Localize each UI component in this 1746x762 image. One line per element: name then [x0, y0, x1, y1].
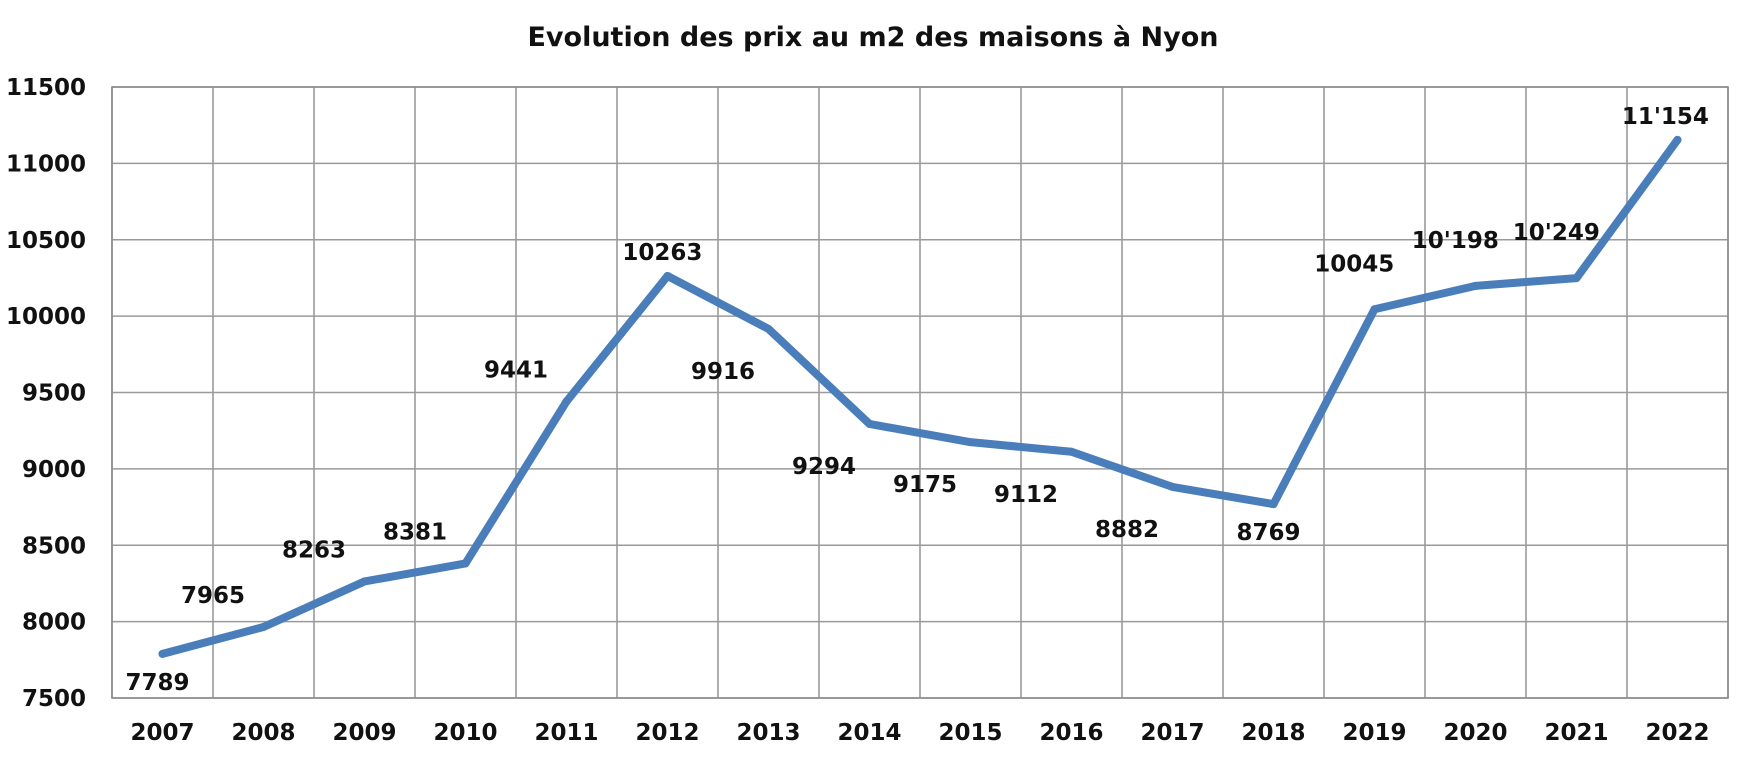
chart-title: Evolution des prix au m2 des maisons à N…	[527, 22, 1218, 53]
plot-area-border	[111, 86, 1729, 699]
data-label: 8769	[1236, 520, 1300, 546]
x-tick-label: 2017	[1140, 720, 1204, 746]
data-point	[764, 324, 773, 333]
data-label: 8263	[282, 537, 346, 563]
x-tick-label: 2014	[837, 720, 901, 746]
grid	[111, 86, 1729, 699]
data-point	[461, 559, 470, 568]
y-tick-label: 9500	[22, 381, 86, 407]
data-label: 10'198	[1412, 228, 1499, 254]
y-tick-label: 8500	[22, 533, 86, 559]
series-layer	[158, 135, 1682, 658]
data-point	[1572, 274, 1581, 283]
x-tick-label: 2021	[1544, 720, 1608, 746]
data-label: 10'249	[1513, 220, 1600, 246]
data-point	[1370, 305, 1379, 314]
x-tick-label: 2020	[1443, 720, 1507, 746]
y-tick-label: 10500	[6, 228, 86, 254]
data-point	[1269, 500, 1278, 509]
data-label: 9294	[792, 454, 856, 480]
y-tick-label: 10000	[6, 304, 86, 330]
data-label: 10263	[622, 240, 702, 266]
y-tick-label: 7500	[22, 686, 86, 712]
x-tick-label: 2007	[130, 720, 194, 746]
data-label: 9175	[893, 472, 957, 498]
x-tick-label: 2015	[938, 720, 1002, 746]
data-label: 11'154	[1622, 104, 1709, 130]
x-tick-label: 2008	[231, 720, 295, 746]
data-point	[562, 397, 571, 406]
data-point	[865, 419, 874, 428]
data-label: 8882	[1095, 517, 1159, 543]
y-tick-label: 8000	[22, 610, 86, 636]
x-tick-label: 2016	[1039, 720, 1103, 746]
x-tick-label: 2012	[635, 720, 699, 746]
axes: 7500 8000 8500 9000 9500 10000 10500 11000 11500…	[6, 75, 1710, 746]
data-point	[360, 577, 369, 586]
series-line	[158, 135, 1682, 658]
y-tick-label: 11500	[6, 75, 86, 101]
data-point	[1673, 135, 1682, 144]
data-point	[259, 622, 268, 631]
x-tick-label: 2011	[534, 720, 598, 746]
data-labels: 7789 7965 8263 8381 9441 10263 9916 9294 9175 911…	[125, 104, 1708, 696]
x-tick-label: 2022	[1645, 720, 1709, 746]
x-tick-label: 2018	[1241, 720, 1305, 746]
x-tick-label: 2010	[433, 720, 497, 746]
x-tick-label: 2019	[1342, 720, 1406, 746]
x-tick-label: 2009	[332, 720, 396, 746]
y-tick-label: 9000	[22, 457, 86, 483]
x-tick-label: 2013	[736, 720, 800, 746]
data-point	[966, 438, 975, 447]
data-point	[663, 271, 672, 280]
data-point	[1168, 482, 1177, 491]
data-label: 7789	[125, 670, 189, 696]
y-tick-label: 11000	[6, 151, 86, 177]
data-point	[158, 649, 167, 658]
data-point	[1067, 447, 1076, 456]
data-label: 9916	[691, 359, 755, 385]
data-point	[1471, 281, 1480, 290]
data-label: 9112	[994, 482, 1058, 508]
data-label: 8381	[383, 519, 447, 545]
data-label: 7965	[181, 583, 245, 609]
data-label: 10045	[1314, 251, 1394, 277]
data-label: 9441	[484, 358, 548, 384]
